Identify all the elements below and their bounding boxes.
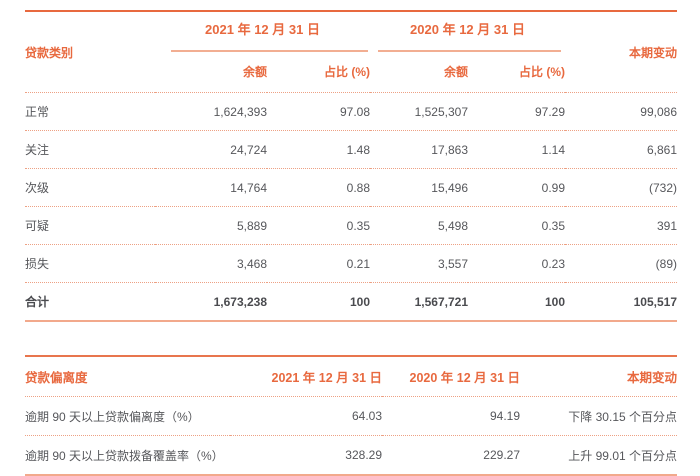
- cell-change-total: 105,517: [565, 282, 677, 321]
- cell-change: 6,861: [565, 130, 677, 169]
- cell-category: 关注: [25, 130, 155, 169]
- group-header-2020: 2020 年 12 月 31 日: [370, 11, 565, 52]
- cell-pct-2021: 0.21: [267, 244, 370, 283]
- cell-balance-2021: 3,468: [155, 244, 267, 283]
- cell-change: (732): [565, 168, 677, 207]
- column-header-balance-2020: 余额: [443, 65, 468, 79]
- cell-balance-2020: 1,525,307: [370, 92, 468, 131]
- loan-classification-table: 贷款类别 2021 年 12 月 31 日 2020 年 12 月 31 日 本…: [25, 10, 677, 322]
- cell-balance-2020: 5,498: [370, 206, 468, 245]
- cell-change: 99,086: [565, 92, 677, 131]
- deviation-table-section: 贷款偏离度 2021 年 12 月 31 日 2020 年 12 月 31 日 …: [25, 355, 677, 476]
- cell-balance-2020-total: 1,567,721: [370, 282, 468, 321]
- group-underline-2021: [171, 50, 368, 52]
- table-row-substandard: 次级 14,764 0.88 15,496 0.99 (732): [25, 168, 677, 207]
- sub-header-row: 余额 占比 (%) 余额 占比 (%): [25, 52, 677, 93]
- table-row-overdue-coverage: 逾期 90 天以上贷款拨备覆盖率（%） 328.29 229.27 上升 99.…: [25, 435, 677, 475]
- cell-balance-2021: 24,724: [155, 130, 267, 169]
- cell-change: 391: [565, 206, 677, 245]
- cell-change: 上升 99.01 个百分点: [520, 435, 677, 475]
- deviation-header-row: 贷款偏离度 2021 年 12 月 31 日 2020 年 12 月 31 日 …: [25, 356, 677, 397]
- cell-category: 次级: [25, 168, 155, 207]
- table-row-normal: 正常 1,624,393 97.08 1,525,307 97.29 99,08…: [25, 92, 677, 131]
- cell-balance-2021: 1,624,393: [155, 92, 267, 131]
- loan-deviation-table: 贷款偏离度 2021 年 12 月 31 日 2020 年 12 月 31 日 …: [25, 355, 677, 476]
- cell-balance-2021: 14,764: [155, 168, 267, 207]
- cell-category: 正常: [25, 92, 155, 131]
- group-header-2021: 2021 年 12 月 31 日: [155, 11, 370, 52]
- cell-balance-2020: 17,863: [370, 130, 468, 169]
- group-header-2020-label: 2020 年 12 月 31 日: [410, 22, 525, 37]
- cell-value-2020: 229.27: [382, 435, 520, 475]
- column-header-pct-2021: 占比 (%): [324, 65, 370, 79]
- cell-pct-2020: 0.23: [468, 244, 565, 283]
- column-header-deviation: 贷款偏离度: [25, 371, 88, 385]
- cell-pct-2021: 0.35: [267, 206, 370, 245]
- cell-value-2021: 328.29: [230, 435, 382, 475]
- cell-value-2021: 64.03: [230, 396, 382, 436]
- table-row-special-mention: 关注 24,724 1.48 17,863 1.14 6,861: [25, 130, 677, 169]
- column-header-pct-2020: 占比 (%): [519, 65, 565, 79]
- table-row-loss: 损失 3,468 0.21 3,557 0.23 (89): [25, 244, 677, 283]
- cell-metric-label: 逾期 90 天以上贷款拨备覆盖率（%）: [25, 435, 230, 475]
- cell-change: 下降 30.15 个百分点: [520, 396, 677, 436]
- cell-category-total: 合计: [25, 282, 155, 321]
- table-row-total: 合计 1,673,238 100 1,567,721 100 105,517: [25, 282, 677, 321]
- cell-metric-label: 逾期 90 天以上贷款偏离度（%）: [25, 396, 230, 436]
- cell-category: 可疑: [25, 206, 155, 245]
- cell-balance-2021-total: 1,673,238: [155, 282, 267, 321]
- group-header-row: 贷款类别 2021 年 12 月 31 日 2020 年 12 月 31 日 本…: [25, 11, 677, 60]
- cell-pct-2021: 1.48: [267, 130, 370, 169]
- cell-pct-2021-total: 100: [267, 282, 370, 321]
- cell-pct-2020: 0.35: [468, 206, 565, 245]
- group-underline-2020: [378, 50, 561, 52]
- cell-balance-2020: 3,557: [370, 244, 468, 283]
- cell-pct-2021: 97.08: [267, 92, 370, 131]
- cell-pct-2020: 0.99: [468, 168, 565, 207]
- cell-pct-2020: 97.29: [468, 92, 565, 131]
- table-row-overdue-deviation: 逾期 90 天以上贷款偏离度（%） 64.03 94.19 下降 30.15 个…: [25, 396, 677, 436]
- column-header-2020: 2020 年 12 月 31 日: [409, 371, 520, 385]
- column-header-change: 本期变动: [626, 371, 677, 385]
- table-row-doubtful: 可疑 5,889 0.35 5,498 0.35 391: [25, 206, 677, 245]
- column-header-period-change: 本期变动: [628, 45, 677, 60]
- cell-change: (89): [565, 244, 677, 283]
- report-page: 贷款类别 2021 年 12 月 31 日 2020 年 12 月 31 日 本…: [25, 10, 677, 476]
- group-header-2021-label: 2021 年 12 月 31 日: [205, 22, 320, 37]
- column-header-2021: 2021 年 12 月 31 日: [271, 371, 382, 385]
- cell-pct-2020-total: 100: [468, 282, 565, 321]
- cell-balance-2020: 15,496: [370, 168, 468, 207]
- column-header-balance-2021: 余额: [242, 65, 267, 79]
- cell-category: 损失: [25, 244, 155, 283]
- cell-value-2020: 94.19: [382, 396, 520, 436]
- cell-balance-2021: 5,889: [155, 206, 267, 245]
- cell-pct-2021: 0.88: [267, 168, 370, 207]
- column-header-loan-category: 贷款类别: [25, 45, 74, 60]
- cell-pct-2020: 1.14: [468, 130, 565, 169]
